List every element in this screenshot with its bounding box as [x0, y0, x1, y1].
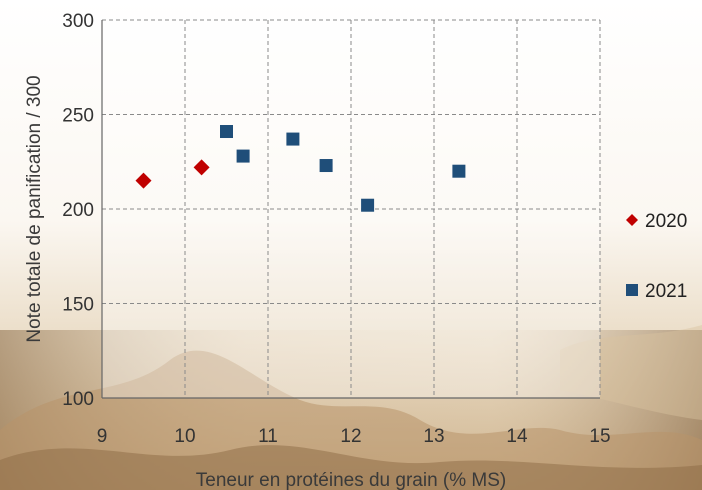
x-tick-label: 11 — [258, 426, 278, 447]
legend-label-2021: 2021 — [645, 281, 687, 302]
x-tick-label: 9 — [97, 426, 108, 447]
data-point-2021 — [361, 198, 375, 212]
x-tick-label: 10 — [174, 426, 195, 447]
y-axis-title: Note totale de panification / 300 — [24, 75, 45, 342]
x-tick-label: 15 — [589, 426, 610, 447]
data-point-2021 — [220, 125, 233, 139]
x-axis-title: Teneur en protéines du grain (% MS) — [196, 470, 507, 490]
data-point-2021 — [286, 132, 300, 146]
legend-marker-2020 — [626, 214, 638, 226]
x-tick-label: 14 — [506, 426, 528, 447]
x-tick-label: 12 — [340, 426, 361, 447]
legend-marker-2021 — [626, 284, 638, 296]
gridlines — [102, 19, 601, 398]
data-point-2020 — [193, 159, 210, 176]
data-point-2020 — [135, 172, 152, 189]
legend: 2020 2021 — [626, 211, 687, 302]
x-tick-labels: 9 10 11 12 13 14 15 — [97, 426, 611, 447]
y-tick-label: 250 — [62, 106, 94, 127]
data-points — [135, 125, 466, 212]
x-tick-label: 13 — [423, 426, 444, 447]
data-point-2021 — [452, 164, 466, 178]
y-tick-label: 300 — [62, 11, 94, 32]
y-tick-label: 100 — [62, 389, 94, 410]
data-point-2021 — [236, 149, 250, 163]
y-tick-label: 200 — [62, 200, 94, 221]
y-tick-labels: 100 150 200 250 300 — [62, 11, 94, 410]
legend-label-2020: 2020 — [645, 211, 687, 232]
data-point-2021 — [319, 159, 333, 173]
y-tick-label: 150 — [62, 295, 94, 316]
